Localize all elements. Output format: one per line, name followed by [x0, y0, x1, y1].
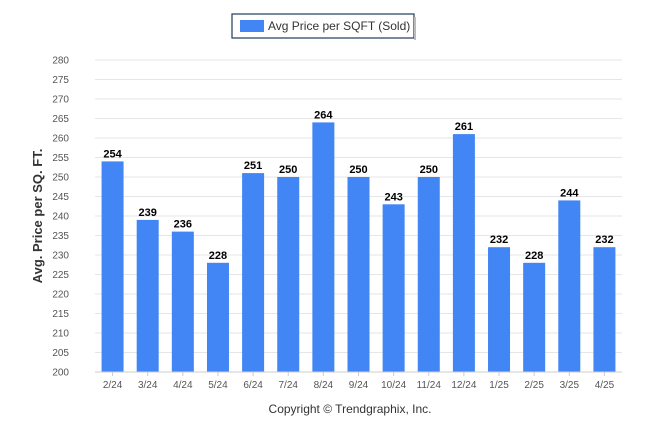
bar	[382, 204, 405, 372]
y-axis-title: Avg. Price per SQ. FT.	[30, 149, 45, 284]
bar	[101, 161, 124, 372]
x-tick-label: 6/24	[243, 380, 263, 391]
bar	[417, 177, 440, 372]
y-tick-label: 260	[52, 134, 69, 145]
y-tick-label: 245	[52, 192, 69, 203]
bars: 254 239 236 228 251 250 264 250 243 250 261 232 228 2…	[101, 109, 616, 373]
bar	[558, 200, 581, 372]
copyright-credit: Copyright © Trendgraphix, Inc.	[269, 402, 432, 416]
bar-value-label: 236	[174, 219, 192, 231]
x-tick-label: 4/25	[595, 380, 615, 391]
y-tick-label: 275	[52, 75, 69, 86]
y-tick-label: 240	[52, 212, 69, 223]
y-tick-label: 255	[52, 153, 69, 164]
bar	[206, 262, 229, 372]
x-tick-label: 3/25	[560, 380, 580, 391]
bar	[277, 177, 300, 372]
y-tick-label: 230	[52, 251, 69, 262]
x-tick-label: 11/24	[417, 380, 442, 391]
bar	[171, 231, 194, 372]
bar-value-label: 254	[103, 148, 122, 160]
bar	[136, 219, 159, 372]
bar-value-label: 250	[420, 164, 438, 176]
x-tick-label: 4/24	[173, 380, 193, 391]
x-tick-label: 3/24	[138, 380, 158, 391]
x-tick-label: 2/25	[524, 380, 544, 391]
y-tick-label: 280	[52, 56, 69, 67]
bar-value-label: 251	[244, 160, 262, 172]
y-tick-label: 270	[52, 95, 69, 106]
x-tick-label: 12/24	[451, 380, 476, 391]
bar-value-label: 261	[455, 121, 473, 133]
legend: Avg Price per SQFT (Sold)	[231, 13, 416, 40]
y-tick-label: 215	[52, 309, 69, 320]
y-axis-ticks: 200 205 210 215 220 225 230 235 240 245 250 255 260 2…	[52, 56, 69, 379]
y-tick-label: 250	[52, 173, 69, 184]
bar	[523, 262, 546, 372]
y-tick-label: 205	[52, 348, 69, 359]
x-tick-label: 10/24	[381, 380, 406, 391]
bar	[242, 173, 265, 372]
bar-value-label: 232	[490, 234, 508, 246]
bar-value-label: 232	[595, 234, 613, 246]
bar	[452, 134, 475, 372]
bar	[347, 177, 370, 372]
bar	[312, 122, 335, 373]
y-tick-label: 235	[52, 231, 69, 242]
x-tick-label: 8/24	[314, 380, 334, 391]
x-tick-label: 2/24	[103, 380, 123, 391]
bar	[488, 247, 511, 372]
legend-shadow	[414, 17, 416, 40]
y-tick-label: 210	[52, 329, 69, 340]
x-tick-label: 7/24	[278, 380, 298, 391]
bar-value-label: 250	[349, 164, 367, 176]
bar	[593, 247, 616, 372]
legend-label: Avg Price per SQFT (Sold)	[268, 19, 410, 33]
bar-value-label: 239	[139, 207, 157, 219]
x-axis-ticks: 2/24 3/24 4/24 5/24 6/24 7/24 8/24 9/24 10/24 11/…	[103, 372, 615, 391]
y-tick-label: 265	[52, 114, 69, 125]
bar-value-label: 244	[560, 187, 579, 199]
y-tick-label: 220	[52, 290, 69, 301]
bar-value-label: 228	[525, 250, 543, 262]
y-tick-label: 200	[52, 368, 69, 379]
y-tick-label: 225	[52, 270, 69, 281]
x-tick-label: 1/25	[489, 380, 509, 391]
bar-value-label: 243	[384, 191, 402, 203]
bar-value-label: 250	[279, 164, 297, 176]
x-tick-label: 5/24	[208, 380, 228, 391]
bar-value-label: 264	[314, 109, 333, 121]
bar-value-label: 228	[209, 250, 227, 262]
x-tick-label: 9/24	[349, 380, 369, 391]
legend-swatch	[240, 20, 264, 32]
